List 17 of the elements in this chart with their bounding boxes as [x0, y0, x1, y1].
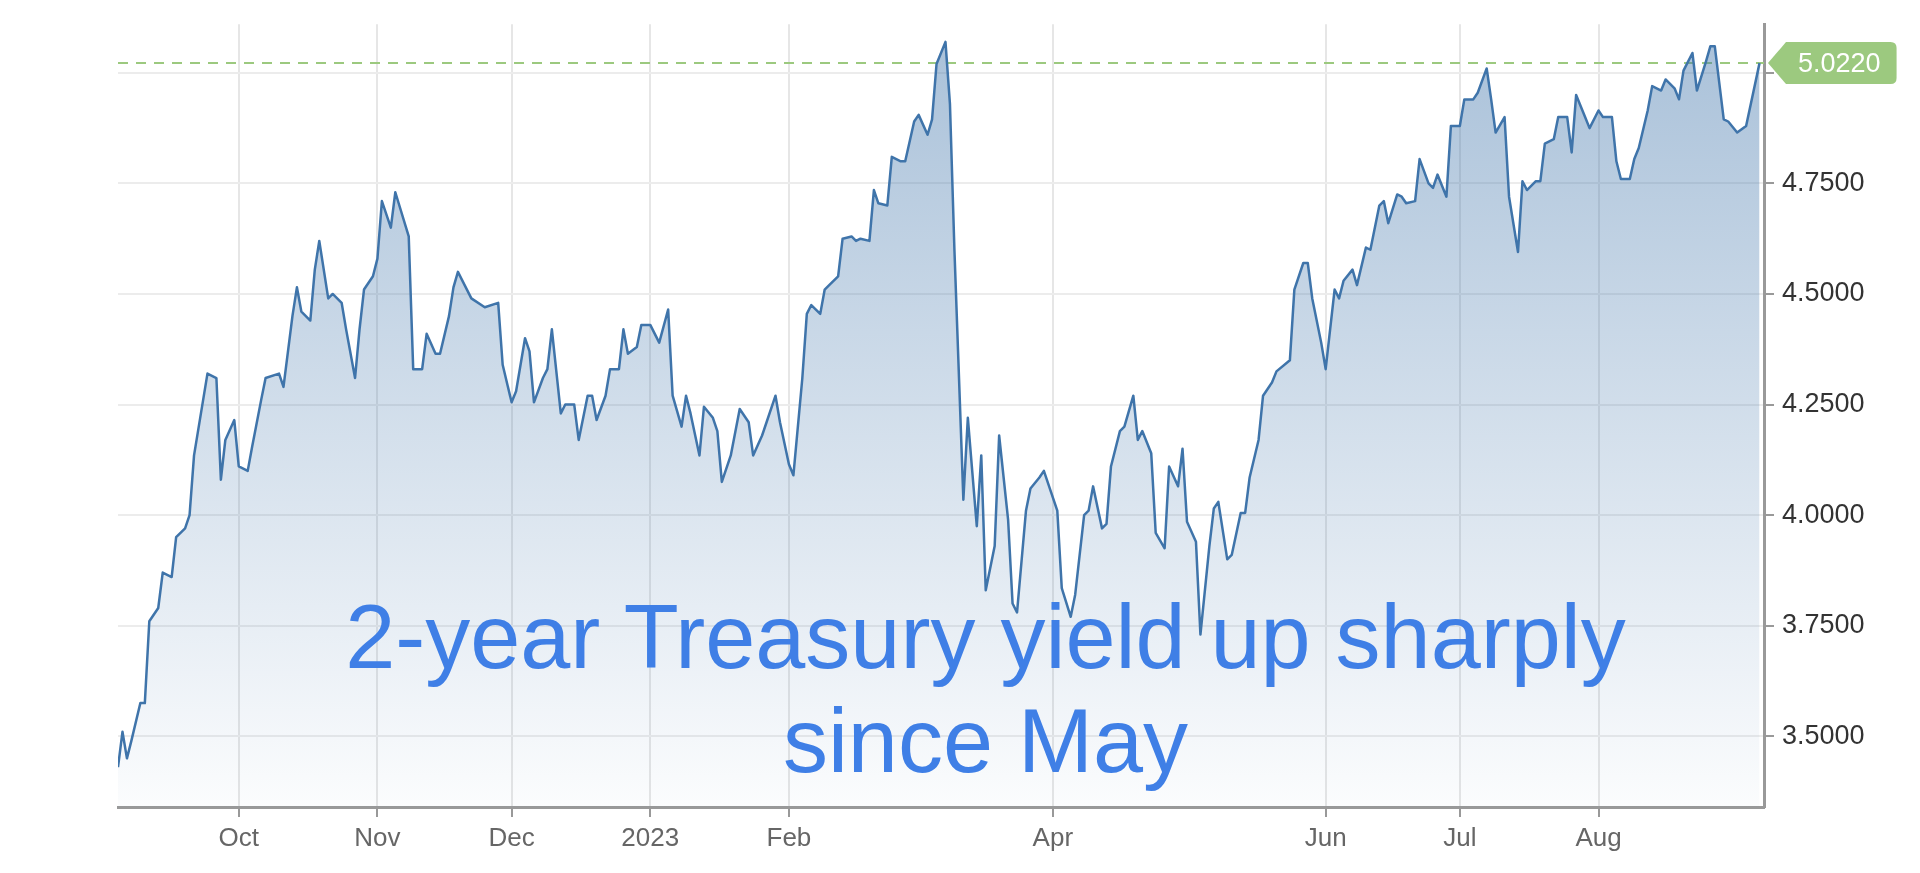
- y-tick-label: 4.7500: [1782, 166, 1865, 197]
- x-tick-label: Oct: [218, 821, 260, 852]
- x-tick-label: Dec: [488, 821, 535, 852]
- y-tick-label: 4.5000: [1782, 277, 1865, 308]
- y-tick-label: 4.0000: [1782, 498, 1865, 529]
- x-tick-label: Aug: [1575, 821, 1622, 852]
- ref-line-label: 5.0220: [1798, 47, 1881, 78]
- x-tick-label: Apr: [1032, 821, 1074, 852]
- y-tick-label: 3.7500: [1782, 609, 1865, 640]
- y-tick-label: 3.5000: [1782, 719, 1865, 750]
- x-tick-label: Nov: [354, 821, 401, 852]
- x-tick-label: Jun: [1304, 821, 1347, 852]
- x-tick-label: 2023: [621, 821, 680, 852]
- x-tick-label: Feb: [766, 821, 812, 852]
- annotation: 2-year Treasury yield up sharply since May: [345, 587, 1626, 791]
- y-tick-label: 4.2500: [1782, 388, 1865, 418]
- x-tick-label: Jul: [1443, 821, 1477, 852]
